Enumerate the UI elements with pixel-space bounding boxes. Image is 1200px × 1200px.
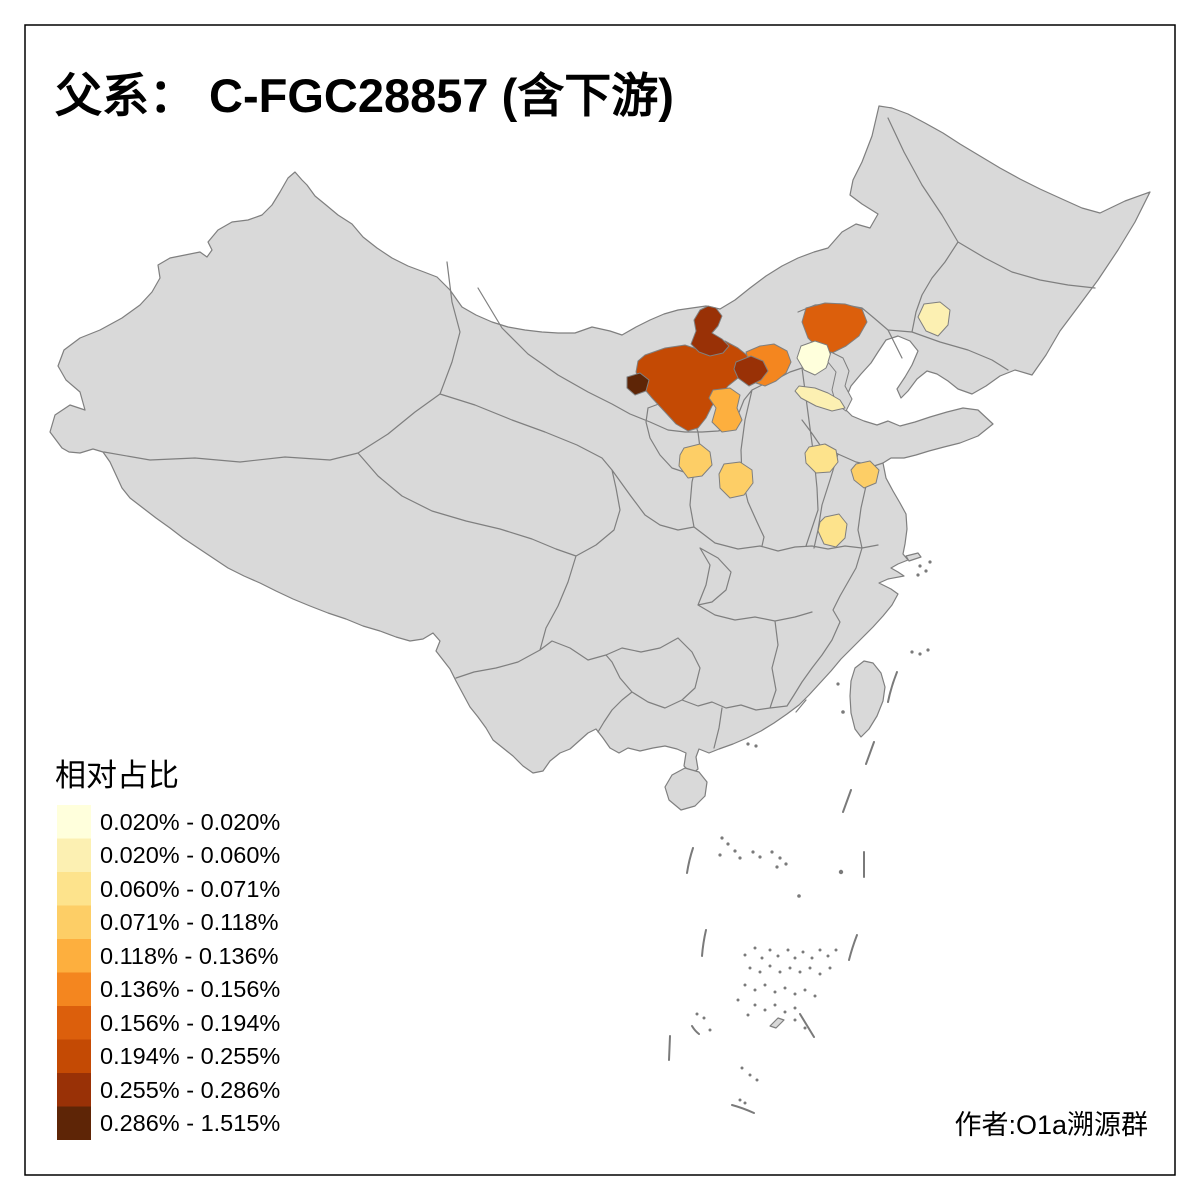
map-region-14 (850, 460, 880, 489)
island-specks (695, 560, 932, 1105)
page-title: 父系： C-FGC28857 (含下游) (55, 69, 674, 122)
chongming-island (905, 552, 922, 562)
legend-swatch-5 (57, 939, 91, 973)
legend-swatch-3 (57, 872, 91, 906)
legend-label-5: 0.118% - 0.136% (100, 943, 279, 969)
map-region-10 (708, 387, 743, 433)
legend-label-8: 0.194% - 0.255% (100, 1043, 280, 1069)
legend-swatch-4 (57, 905, 91, 939)
map-frame (24, 24, 1176, 1176)
legend-swatch-10 (57, 1106, 91, 1140)
map-region-2 (690, 305, 730, 357)
legend-label-3: 0.060% - 0.071% (100, 876, 280, 902)
author-credit: 作者:O1a溯源群 (954, 1110, 1148, 1140)
map-region-7 (796, 340, 832, 376)
nine-dash-line (668, 671, 898, 1114)
legend-label-4: 0.071% - 0.118% (100, 909, 279, 935)
legend-swatch-9 (57, 1073, 91, 1107)
map-region-5 (733, 355, 769, 387)
map-region-8 (917, 301, 951, 337)
legend-label-7: 0.156% - 0.194% (100, 1010, 280, 1036)
legend-label-9: 0.255% - 0.286% (100, 1077, 280, 1103)
map-region-12 (718, 461, 754, 499)
map-region-3 (626, 372, 650, 396)
map-region-15 (817, 513, 848, 548)
legend-title: 相对占比 (55, 758, 179, 793)
small-island (769, 1017, 785, 1029)
legend-label-1: 0.020% - 0.020% (100, 809, 280, 835)
legend-label-6: 0.136% - 0.156% (100, 976, 280, 1002)
map-region-6 (801, 302, 868, 354)
hainan-island (664, 767, 708, 811)
legend-swatch-8 (57, 1039, 91, 1073)
legend-label-10: 0.286% - 1.515% (100, 1110, 280, 1136)
legend-swatch-7 (57, 1006, 91, 1040)
map-region-11 (678, 443, 713, 479)
map-region-13 (804, 443, 839, 474)
taiwan-island (849, 660, 886, 738)
legend-swatch-6 (57, 972, 91, 1006)
legend: 相对占比 0.020% - 0.020% 0.020% - 0.060% 0.0… (55, 758, 280, 1140)
china-mainland (49, 105, 1151, 775)
legend-swatch-2 (57, 838, 91, 872)
legend-label-2: 0.020% - 0.060% (100, 842, 280, 868)
map-region-9 (794, 385, 846, 412)
legend-swatch-1 (57, 805, 91, 839)
